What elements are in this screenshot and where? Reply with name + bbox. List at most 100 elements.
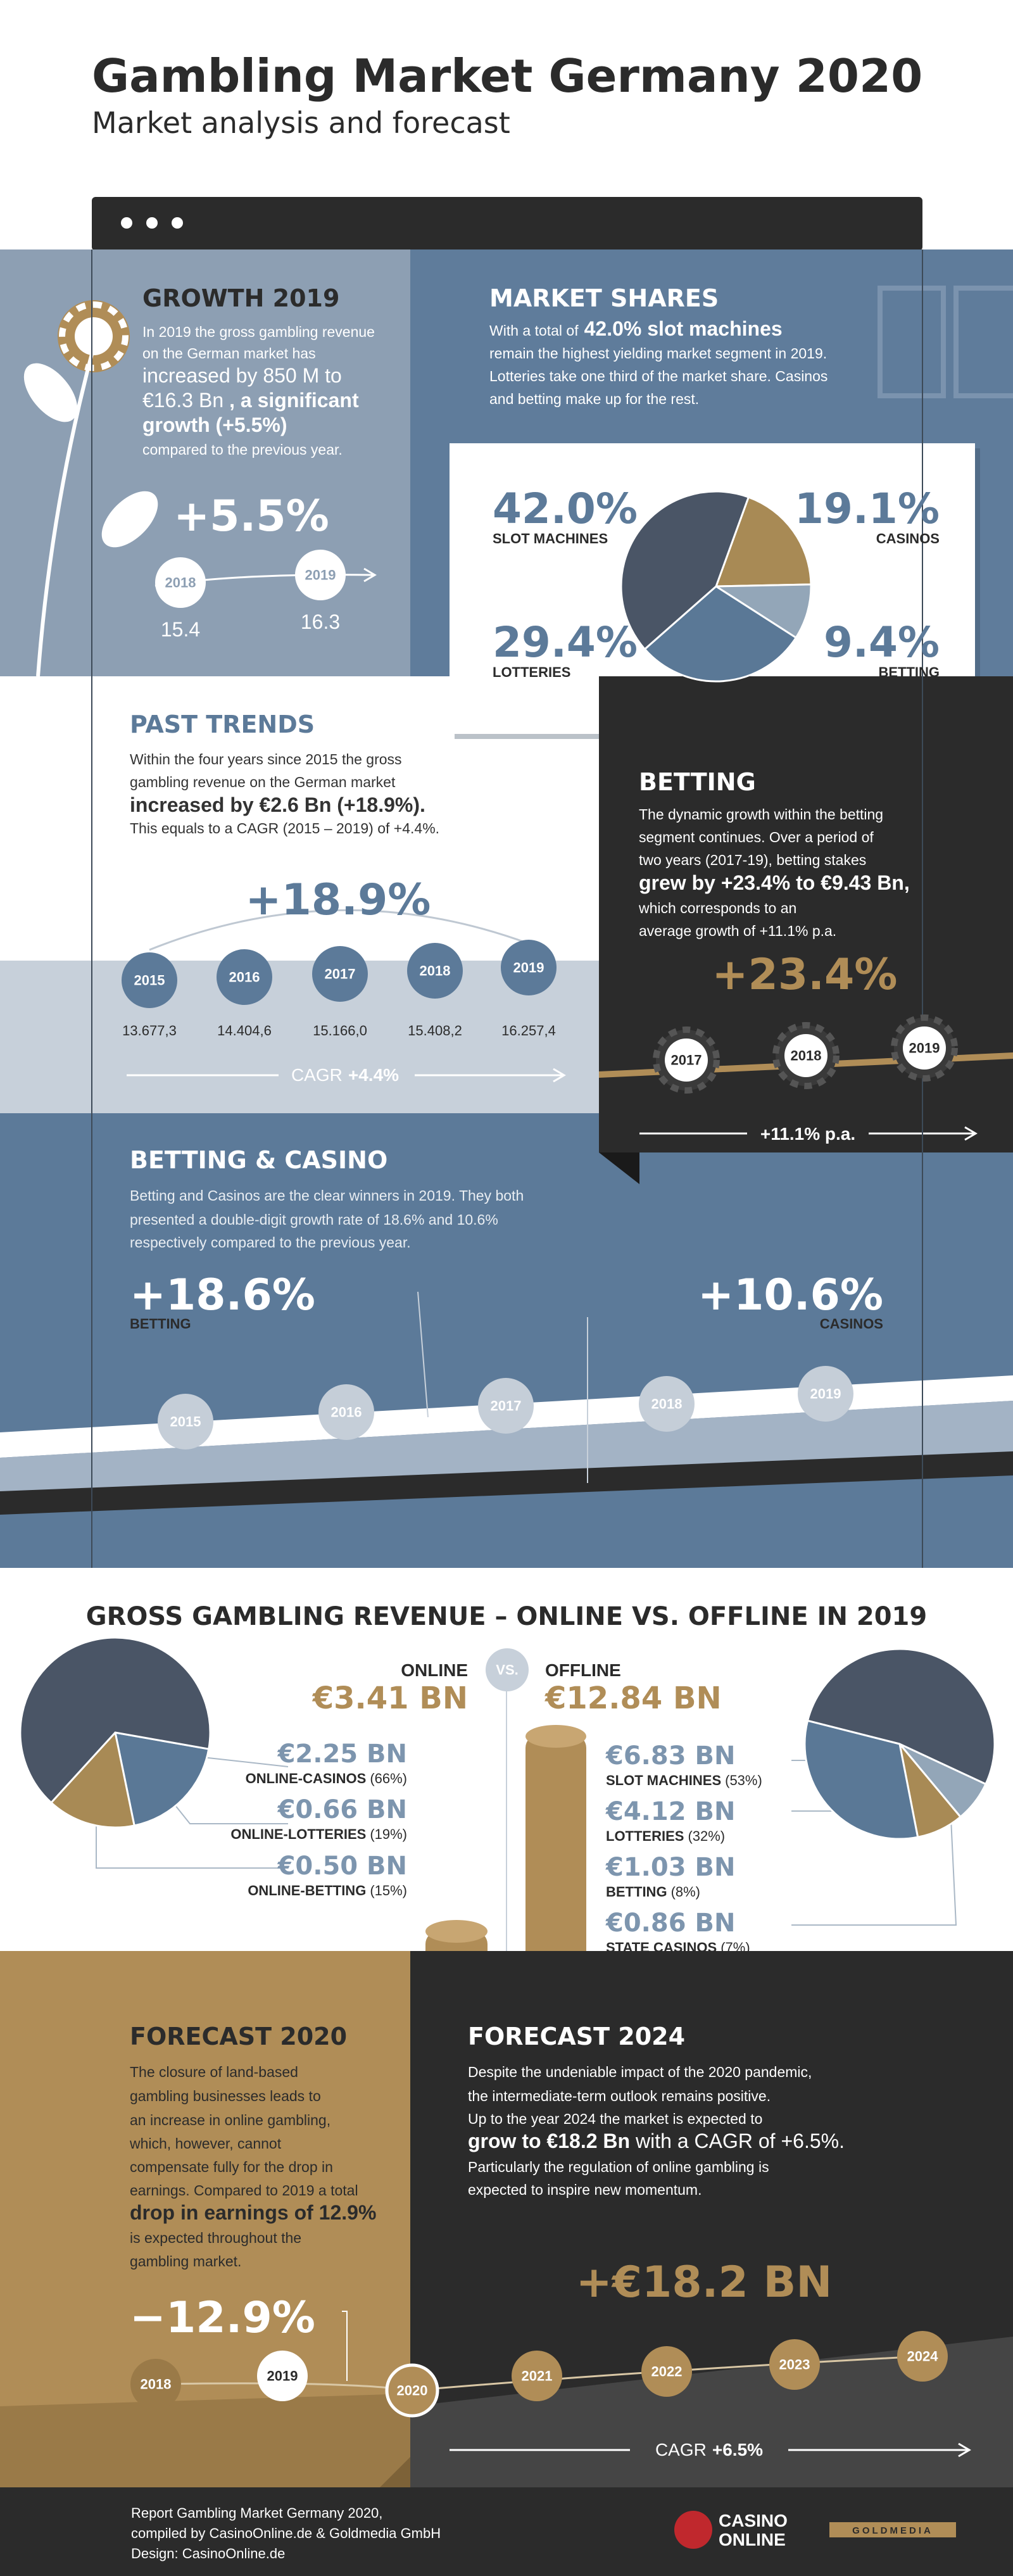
year-label: 2019 — [909, 1040, 940, 1056]
text-segment: on the German market has — [142, 345, 316, 362]
year-marker — [486, 1648, 529, 1691]
year-label: VS. — [496, 1662, 518, 1678]
segment-name: STATE CASINOS (7%) — [606, 1940, 750, 1955]
paragraph-line: compensate fully for the drop in — [130, 2159, 333, 2175]
year-label: 2018 — [141, 2377, 172, 2392]
text-segment: increased by 850 M to — [142, 364, 342, 387]
paragraph-line: growth (+5.5%) — [142, 414, 287, 436]
share-name: SLOT MACHINES — [493, 531, 608, 546]
segment-name: BETTING (8%) — [606, 1884, 700, 1900]
growth-panel — [0, 249, 410, 676]
decor-seven — [878, 286, 946, 398]
paragraph-line: gambling market. — [130, 2253, 241, 2270]
amount: €6.83 BN — [605, 1741, 735, 1771]
text-segment: ONLINE-BETTING — [248, 1883, 366, 1898]
trend-arc — [149, 909, 529, 951]
paragraph-line: Up to the year 2024 the market is expect… — [468, 2111, 762, 2127]
section-title: GROWTH 2019 — [142, 284, 339, 312]
text-segment: gambling market. — [130, 2253, 241, 2270]
amount: €0.50 BN — [277, 1852, 407, 1881]
footer-line: Design: CasinoOnline.de — [131, 2546, 285, 2561]
text-segment: earnings. Compared to 2019 a total — [130, 2182, 358, 2199]
year-marker — [407, 943, 463, 999]
text-segment: presented a double-digit growth rate of … — [130, 1211, 498, 1228]
text-segment: the intermediate-term outlook remains po… — [468, 2088, 771, 2104]
year-marker — [798, 1366, 853, 1422]
year-marker — [158, 1394, 213, 1449]
text-segment: an increase in online gambling, — [130, 2112, 330, 2128]
section-title: MARKET SHARES — [489, 284, 719, 312]
paragraph-line: expected to inspire new momentum. — [468, 2181, 702, 2198]
fold — [599, 1152, 639, 1184]
paragraph-line: on the German market has — [142, 345, 316, 362]
year-marker — [478, 1378, 534, 1434]
headline: +18.9% — [246, 875, 431, 925]
text-segment: which corresponds to an — [638, 900, 796, 916]
year-label: 2017 — [325, 966, 356, 982]
text-segment: Up to the year 2024 the market is expect… — [468, 2111, 762, 2127]
year-marker — [769, 2339, 820, 2390]
leader-line — [342, 2311, 348, 2381]
leader-line — [791, 1791, 957, 1926]
fold — [380, 2457, 410, 2487]
headline: +18.6% — [130, 1270, 315, 1320]
text-segment: which, however, cannot — [129, 2135, 282, 2152]
chip-ring — [59, 301, 129, 371]
arrow — [363, 567, 377, 583]
segment-name: ONLINE-BETTING (15%) — [248, 1883, 407, 1898]
leaf — [101, 491, 158, 548]
text-segment: with a CAGR of +6.5%. — [635, 2130, 845, 2152]
share-name: BETTING — [878, 664, 940, 680]
headline: +€18.2 BN — [576, 2257, 832, 2308]
paragraph-line: two years (2017-19), betting stakes — [639, 852, 866, 868]
paragraph-line: segment continues. Over a period of — [639, 829, 874, 845]
text-segment: (66%) — [370, 1771, 407, 1786]
text-segment: drop in earnings of 12.9% — [130, 2201, 376, 2224]
text-segment: segment continues. Over a period of — [639, 829, 874, 845]
value: 13.677,3 — [122, 1023, 177, 1039]
headline: +5.5% — [173, 491, 329, 541]
logo-text: GOLDMEDIA — [852, 2525, 933, 2536]
paragraph-line: grew by +23.4% to €9.43 Bn, — [639, 871, 910, 894]
value: 16.257,4 — [501, 1023, 556, 1039]
text-segment: SLOT MACHINES — [606, 1772, 721, 1788]
text-segment: Despite the undeniable impact of the 202… — [468, 2064, 812, 2080]
text-segment: is expected throughout the — [130, 2230, 301, 2246]
coin-column — [525, 1735, 586, 2000]
year-label: 2017 — [671, 1052, 702, 1068]
text-segment: average growth of +11.1% p.a. — [639, 923, 836, 939]
year-label: 2018 — [651, 1396, 683, 1412]
text-segment: +4.4% — [348, 1065, 399, 1085]
total: €3.41 BN — [312, 1681, 468, 1716]
text-segment: LOTTERIES — [606, 1828, 684, 1844]
text-segment: (15%) — [370, 1883, 407, 1898]
pie-slice — [714, 496, 812, 588]
year-label: 2015 — [170, 1414, 201, 1430]
paragraph-line: respectively compared to the previous ye… — [130, 1234, 411, 1251]
section-title: FORECAST 2020 — [130, 2023, 347, 2050]
paragraph-line: Within the four years since 2015 the gro… — [130, 751, 402, 767]
amount: €4.12 BN — [605, 1797, 735, 1826]
section-title: BETTING — [639, 768, 756, 796]
text-segment: With a total of — [489, 322, 579, 339]
text-segment: (19%) — [370, 1826, 407, 1842]
year-marker — [784, 1034, 827, 1077]
text-segment: Lotteries take one third of the market s… — [489, 368, 827, 384]
text-segment: BETTING — [606, 1884, 667, 1900]
text-segment: In 2019 the gross gambling revenue — [142, 324, 375, 340]
decor-seven — [953, 286, 1013, 398]
text-segment: ONLINE-CASINOS — [246, 1771, 367, 1786]
year-label: 2018 — [420, 963, 451, 979]
leader-line — [417, 1291, 429, 1418]
text-segment: 42.0% slot machines — [584, 317, 783, 340]
pie-slice — [713, 583, 812, 640]
headline: +23.4% — [712, 950, 898, 1000]
paragraph-line: which corresponds to an — [638, 900, 796, 916]
value: 15.4 — [161, 618, 200, 641]
logo-bar — [829, 2522, 956, 2537]
stem — [36, 341, 97, 677]
paragraph-line: With a total of 42.0% slot machines — [489, 317, 783, 340]
year-label: 2018 — [791, 1048, 822, 1064]
text-segment: Particularly the regulation of online ga… — [468, 2159, 769, 2175]
year-label: 2020 — [397, 2383, 428, 2399]
